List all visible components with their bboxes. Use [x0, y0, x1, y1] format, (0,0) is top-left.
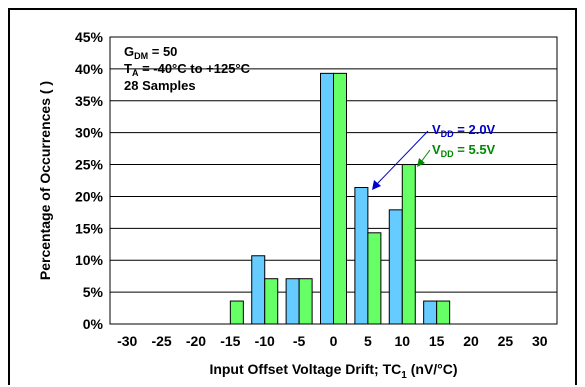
bar-vdd-5v — [367, 232, 382, 325]
chart-frame: 0% 5% 10% 15% 20% 25% 30% 35% 40% 45% -30 -25 -20 -1… — [8, 8, 577, 385]
legend-series-vdd-5v: VDD = 5.5V — [417, 142, 496, 167]
plot-border — [109, 36, 558, 325]
x-axis-label-unit: (nV/°C) — [407, 361, 458, 377]
legend-series-vdd-2v: VDD = 2.0V — [372, 122, 496, 190]
bar-vdd-2v — [388, 209, 403, 325]
bar-vdd-5v — [229, 300, 244, 325]
bar-vdd-5v — [436, 300, 451, 325]
label-vdd-5v-sub: DD — [441, 149, 454, 159]
label-vdd-2v-sub: DD — [441, 129, 454, 139]
x-tick-label: -20 — [186, 333, 206, 349]
bar-vdd-2v — [251, 255, 266, 325]
x-tick-label: -30 — [117, 333, 137, 349]
label-vdd-5v-main: V — [432, 142, 441, 157]
bar-vdd-5v — [264, 278, 279, 325]
label-vdd-2v-value: = 2.0V — [454, 122, 496, 137]
y-tick-label: 35% — [75, 93, 104, 109]
arrow-vdd-2v — [375, 130, 429, 186]
x-tick-label: 25 — [498, 333, 514, 349]
annotation-line: TA = -40°C to +125°C — [124, 61, 251, 78]
bar-vdd-5v — [333, 72, 347, 325]
y-axis-label: Percentage of Occurrences ( ) — [37, 81, 53, 280]
y-tick-label: 5% — [83, 284, 104, 300]
y-tick-label: 25% — [75, 157, 104, 173]
x-tick-label: 15 — [429, 333, 445, 349]
x-axis-label-subscript: 1 — [401, 370, 407, 381]
y-tick-labels: 0% 5% 10% 15% 20% 25% 30% 35% 40% 45% — [75, 29, 104, 332]
y-tick-label: 20% — [75, 188, 104, 204]
arrowhead-vdd-2v — [372, 180, 381, 190]
y-tick-label: 40% — [75, 61, 104, 77]
label-vdd-2v: VDD = 2.0V — [432, 122, 496, 139]
x-tick-labels: -30 -25 -20 -15 -10 -5 0 5 10 15 20 25 30 — [117, 333, 548, 349]
x-tick-label: -15 — [220, 333, 240, 349]
histogram-chart: 0% 5% 10% 15% 20% 25% 30% 35% 40% 45% -30 -25 -20 -1… — [37, 29, 558, 381]
x-tick-label: 10 — [394, 333, 410, 349]
arrowhead-vdd-5v — [417, 158, 425, 167]
bar-vdd-2v — [423, 300, 438, 325]
x-tick-label: -10 — [255, 333, 275, 349]
y-tick-label: 15% — [75, 220, 104, 236]
label-vdd-2v-main: V — [432, 122, 441, 137]
annotation-line: GDM = 50 — [124, 44, 177, 61]
bars-group — [229, 72, 451, 325]
label-vdd-5v: VDD = 5.5V — [432, 142, 496, 159]
x-tick-label: 30 — [532, 333, 548, 349]
bar-vdd-2v — [320, 72, 334, 325]
x-tick-label: 5 — [364, 333, 372, 349]
x-tick-label: -25 — [151, 333, 171, 349]
bar-vdd-2v — [354, 187, 369, 325]
x-axis-label-main: Input Offset Voltage Drift; TC — [209, 361, 401, 377]
y-tick-label: 0% — [83, 316, 104, 332]
x-tick-label: 0 — [330, 333, 338, 349]
arrow-vdd-5v — [420, 149, 431, 163]
y-tick-label: 30% — [75, 125, 104, 141]
annotation-line: 28 Samples — [124, 78, 196, 93]
x-tick-label: 20 — [463, 333, 479, 349]
x-axis-label: Input Offset Voltage Drift; TC1 (nV/°C) — [209, 361, 457, 381]
y-tick-label: 10% — [75, 252, 104, 268]
bar-vdd-5v — [298, 278, 313, 325]
bar-vdd-5v — [401, 164, 416, 325]
y-tick-label: 45% — [75, 29, 104, 45]
label-vdd-5v-value: = 5.5V — [454, 142, 496, 157]
bar-vdd-2v — [285, 278, 300, 325]
x-tick-label: -5 — [293, 333, 306, 349]
